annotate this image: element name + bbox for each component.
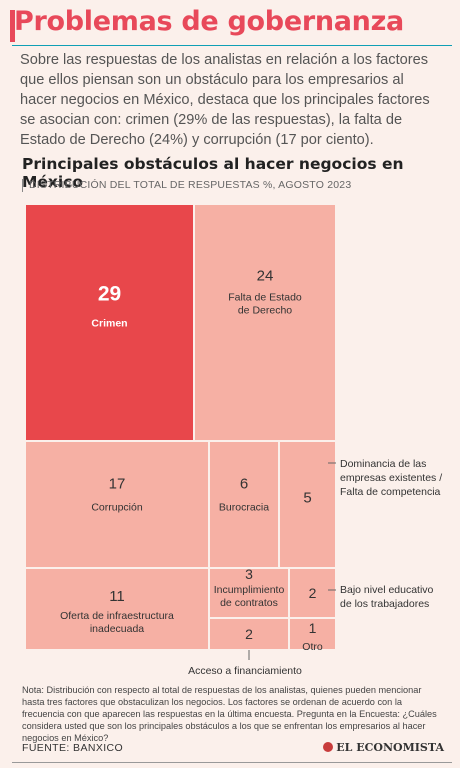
- brand-icon: [323, 742, 334, 752]
- brand-name: EL ECONOMISTA: [336, 741, 444, 754]
- treemap-label: Crimen: [91, 318, 127, 330]
- callout-label-acceso: Acceso a financiamiento: [188, 665, 302, 677]
- treemap-label: inadecuada: [90, 623, 144, 635]
- treemap-value: 3: [245, 566, 253, 582]
- treemap-cell: [280, 442, 335, 567]
- page-title: Problemas de gobernanza: [14, 6, 404, 37]
- callout-label-dominancia: empresas existentes /: [340, 472, 442, 484]
- treemap-cell: [210, 619, 288, 649]
- bottom-divider: [12, 762, 452, 763]
- treemap-label: Corrupción: [91, 502, 143, 514]
- callout-label-dominancia: Dominancia de las: [340, 458, 426, 470]
- treemap-cell: [210, 569, 288, 617]
- treemap-label: Oferta de infraestructura: [60, 610, 174, 622]
- treemap-cell: [290, 619, 335, 649]
- treemap-label: de contratos: [220, 597, 278, 609]
- treemap-cell: [195, 205, 335, 440]
- treemap-label: de Derecho: [238, 305, 292, 317]
- chart-title: Principales obstáculos al hacer negocios…: [22, 155, 404, 191]
- treemap-cell: [290, 569, 335, 617]
- callout-label-bajo: de los trabajadores: [340, 598, 429, 610]
- title-accent-bar: [10, 10, 15, 42]
- callout-label-bajo: Bajo nivel educativo: [340, 584, 434, 596]
- treemap-value: 29: [98, 283, 121, 306]
- treemap-label: Otro: [302, 641, 323, 653]
- footnote: Nota: Distribución con respecto al total…: [22, 685, 437, 743]
- treemap-value: 11: [109, 588, 125, 605]
- source-label: FUENTE: BANXICO: [22, 742, 124, 754]
- treemap-value: 1: [309, 620, 317, 636]
- chart-subtitle: DISTRIBUCIÓN DEL TOTAL DE RESPUESTAS %, …: [22, 179, 351, 192]
- treemap-cell: [210, 442, 278, 567]
- treemap-label: Incumplimiento: [214, 584, 285, 596]
- treemap-cell: [26, 205, 193, 440]
- callout-label-dominancia: Falta de competencia: [340, 486, 441, 498]
- treemap-value: 24: [257, 268, 274, 285]
- treemap-value: 6: [240, 476, 248, 493]
- treemap-value: 2: [245, 626, 253, 642]
- treemap-label: Falta de Estado: [228, 292, 302, 304]
- treemap-value: 5: [303, 490, 311, 507]
- title-divider: [12, 45, 452, 46]
- treemap-value: 2: [309, 585, 317, 601]
- treemap-cell: [26, 569, 208, 649]
- lead-paragraph: Sobre las respuestas de los analistas en…: [20, 52, 430, 148]
- brand-logo: EL ECONOMISTA: [323, 741, 444, 754]
- treemap-value: 17: [109, 476, 126, 493]
- treemap-label: Burocracia: [219, 502, 269, 514]
- treemap-cell: [26, 442, 208, 567]
